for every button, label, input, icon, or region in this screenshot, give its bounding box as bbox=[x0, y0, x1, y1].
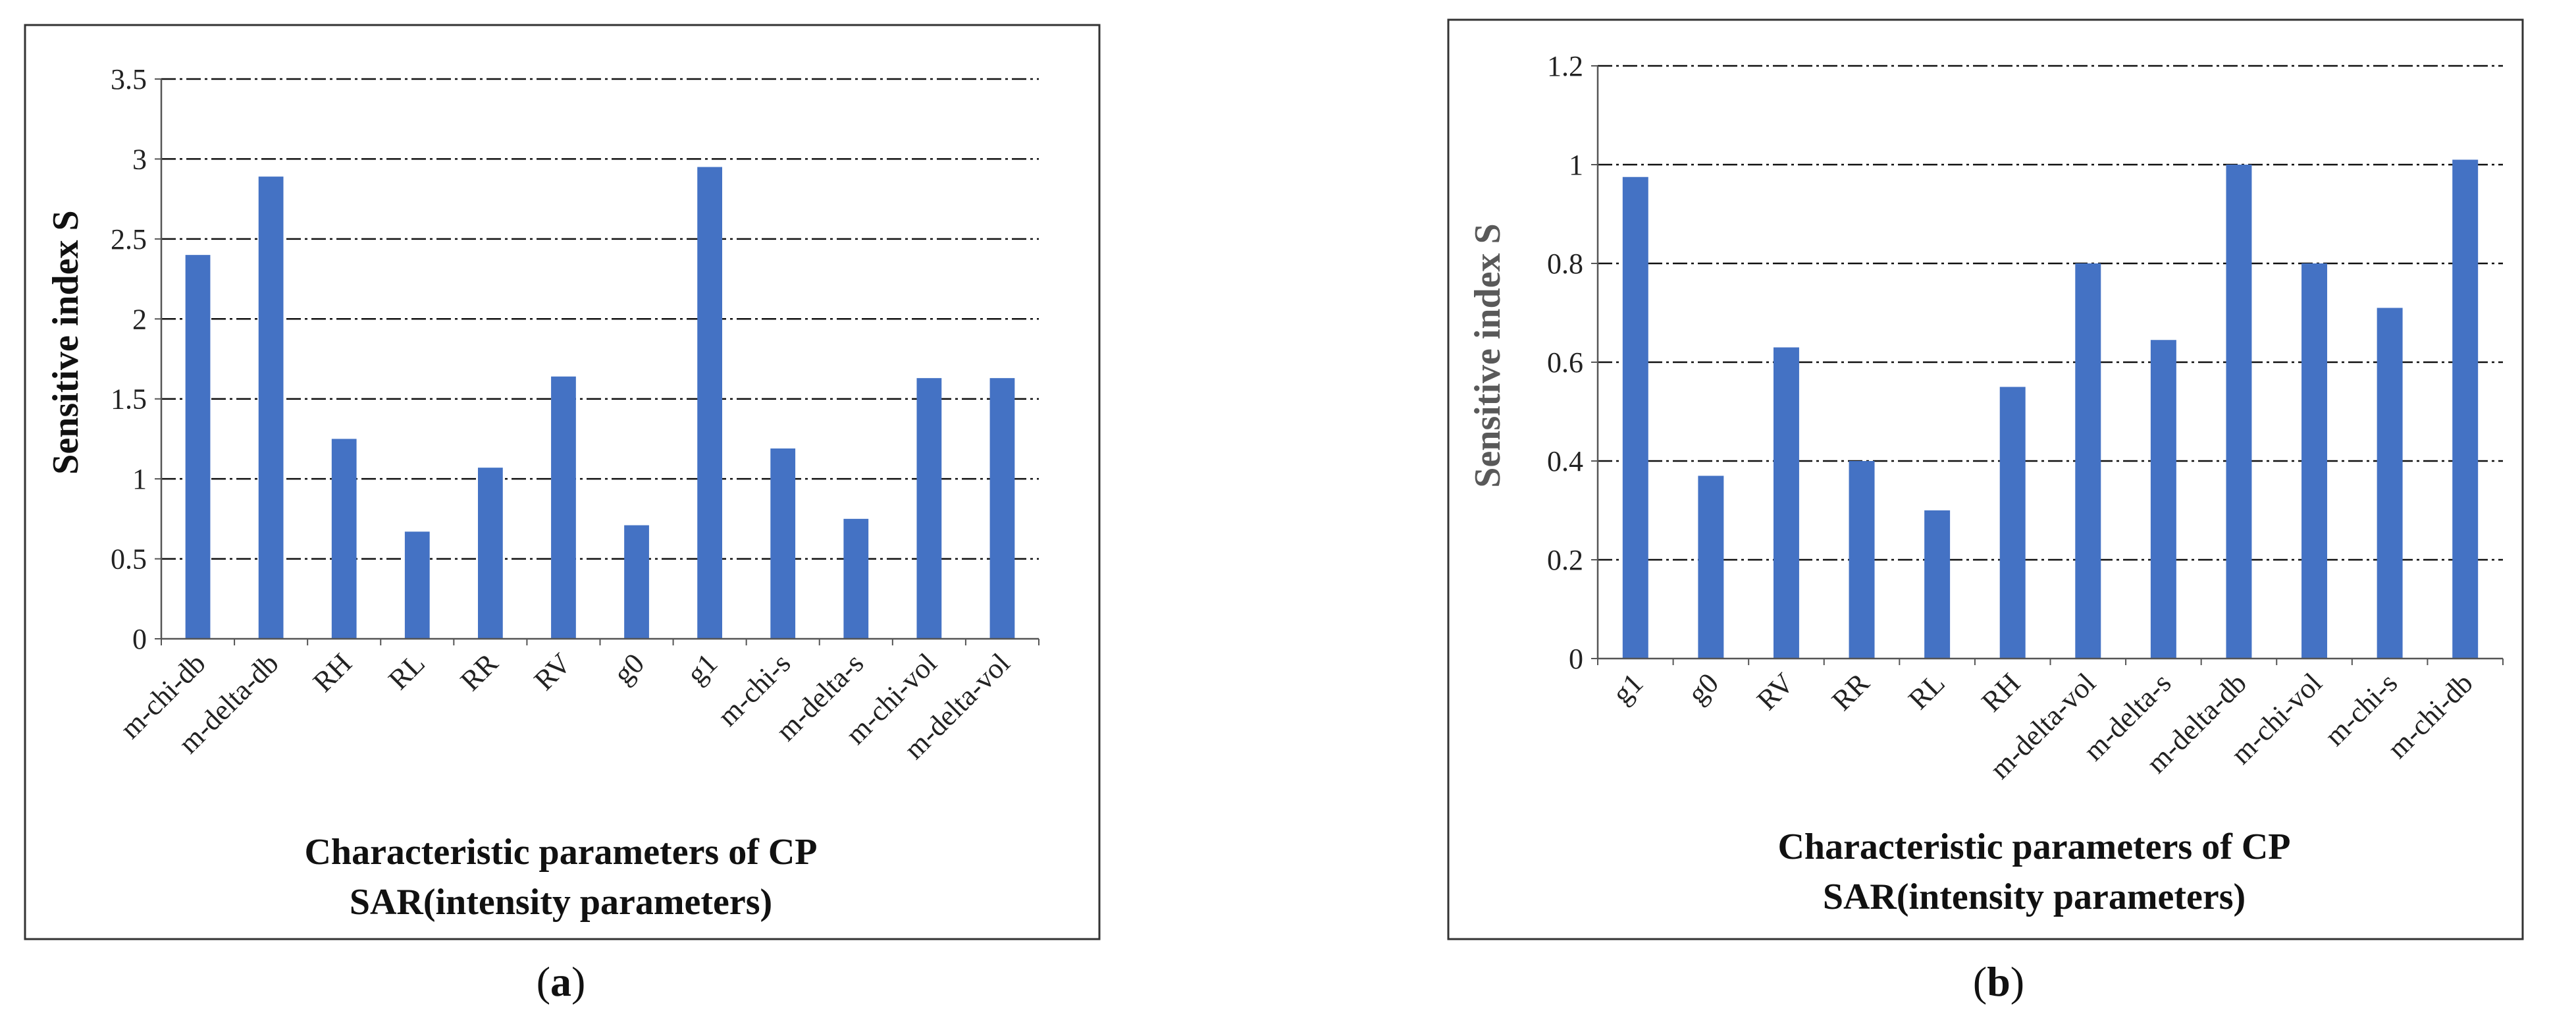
bar-m-delta-s bbox=[843, 518, 869, 639]
bar-RV bbox=[1773, 347, 1799, 659]
bar-m-chi-vol bbox=[2301, 263, 2328, 659]
y-tick-label: 0 bbox=[1569, 643, 1583, 675]
y-tick-label: 2.5 bbox=[111, 223, 147, 256]
caption-a: (a) bbox=[537, 958, 586, 1005]
bar-RL bbox=[1924, 510, 1951, 659]
chart-b-y-tick-labels: 0 0.2 0.4 0.6 0.8 1 1.2 bbox=[1547, 50, 1583, 675]
bar-m-chi-s bbox=[2377, 308, 2403, 659]
bar-RR bbox=[1849, 461, 1875, 659]
y-tick-label: 0.8 bbox=[1547, 248, 1583, 280]
chart-b-x-axis-title-line2: SAR(intensity parameters) bbox=[1823, 877, 2246, 917]
chart-panel-a: 00.511.522.533.5 m-chi-dbm-delta-db RH RL R… bbox=[24, 24, 1101, 940]
y-tick-label: 1 bbox=[132, 463, 147, 495]
caption-b: (b) bbox=[1973, 958, 2024, 1005]
bar-RL bbox=[404, 531, 430, 639]
y-tick-label: 2 bbox=[132, 303, 147, 335]
bar-RR bbox=[477, 468, 503, 639]
caption-b-close: ) bbox=[2011, 958, 2024, 1005]
y-tick-label: 3 bbox=[132, 143, 147, 175]
caption-b-letter: b bbox=[1987, 958, 2011, 1005]
chart-b-axes bbox=[1591, 65, 2504, 665]
bar-m-delta-db bbox=[2226, 165, 2252, 659]
chart-a-gridlines bbox=[161, 78, 1039, 560]
bar-m-chi-vol bbox=[916, 378, 942, 639]
bar-g1 bbox=[697, 167, 723, 639]
bar-m-delta-s bbox=[2150, 340, 2176, 659]
bar-RH bbox=[1999, 387, 2026, 659]
y-tick-label: 3.5 bbox=[111, 63, 147, 95]
caption-a-open: ( bbox=[537, 958, 550, 1005]
bar-RV bbox=[551, 376, 576, 639]
chart-a-axes bbox=[155, 78, 1039, 645]
bar-g1 bbox=[1622, 176, 1648, 659]
bar-m-delta-vol bbox=[989, 378, 1015, 639]
bar-m-delta-vol bbox=[2075, 263, 2101, 659]
y-tick-label: 0.6 bbox=[1547, 346, 1583, 379]
y-tick-label: 1 bbox=[1569, 149, 1583, 181]
chart-a-y-axis-title: Sensitive index S bbox=[45, 210, 86, 474]
caption-b-open: ( bbox=[1973, 958, 1987, 1005]
bar-m-chi-db bbox=[185, 255, 211, 639]
y-tick-label: 0.5 bbox=[111, 543, 147, 576]
chart-b-gridlines bbox=[1598, 65, 2503, 561]
chart-b-x-axis-title-line1: Characteristic parameters of CP bbox=[1777, 826, 2290, 867]
bar-g0 bbox=[1698, 475, 1724, 659]
caption-a-close: ) bbox=[571, 958, 585, 1005]
bar-m-chi-s bbox=[770, 448, 796, 639]
chart-a-x-axis-title-line1: Characteristic parameters of CP bbox=[304, 832, 817, 873]
chart-a-x-axis-title-line2: SAR(intensity parameters) bbox=[350, 882, 772, 923]
y-tick-label: 1.2 bbox=[1547, 50, 1583, 82]
y-tick-label: 0.4 bbox=[1547, 445, 1583, 477]
y-tick-label: 0.2 bbox=[1547, 544, 1583, 576]
caption-a-letter: a bbox=[550, 958, 571, 1005]
bar-RH bbox=[331, 439, 357, 639]
chart-a-bars bbox=[185, 167, 1015, 639]
y-tick-label: 0 bbox=[132, 623, 147, 655]
bar-m-chi-db bbox=[2452, 159, 2479, 659]
bar-g0 bbox=[624, 525, 649, 639]
chart-panel-b: 00.20.40.60.811.2 g1 g0 RV RR RL RHm-delta-vo… bbox=[1447, 18, 2524, 940]
bar-m-delta-db bbox=[258, 176, 284, 639]
chart-a-y-tick-labels: 0 0.5 1 1.5 2 2.5 3 3.5 bbox=[111, 63, 147, 655]
chart-b-bars bbox=[1622, 159, 2479, 659]
y-tick-label: 1.5 bbox=[111, 383, 147, 416]
chart-b-frame bbox=[1447, 18, 2524, 940]
chart-b-y-axis-title: Sensitive index S bbox=[1467, 223, 1508, 487]
